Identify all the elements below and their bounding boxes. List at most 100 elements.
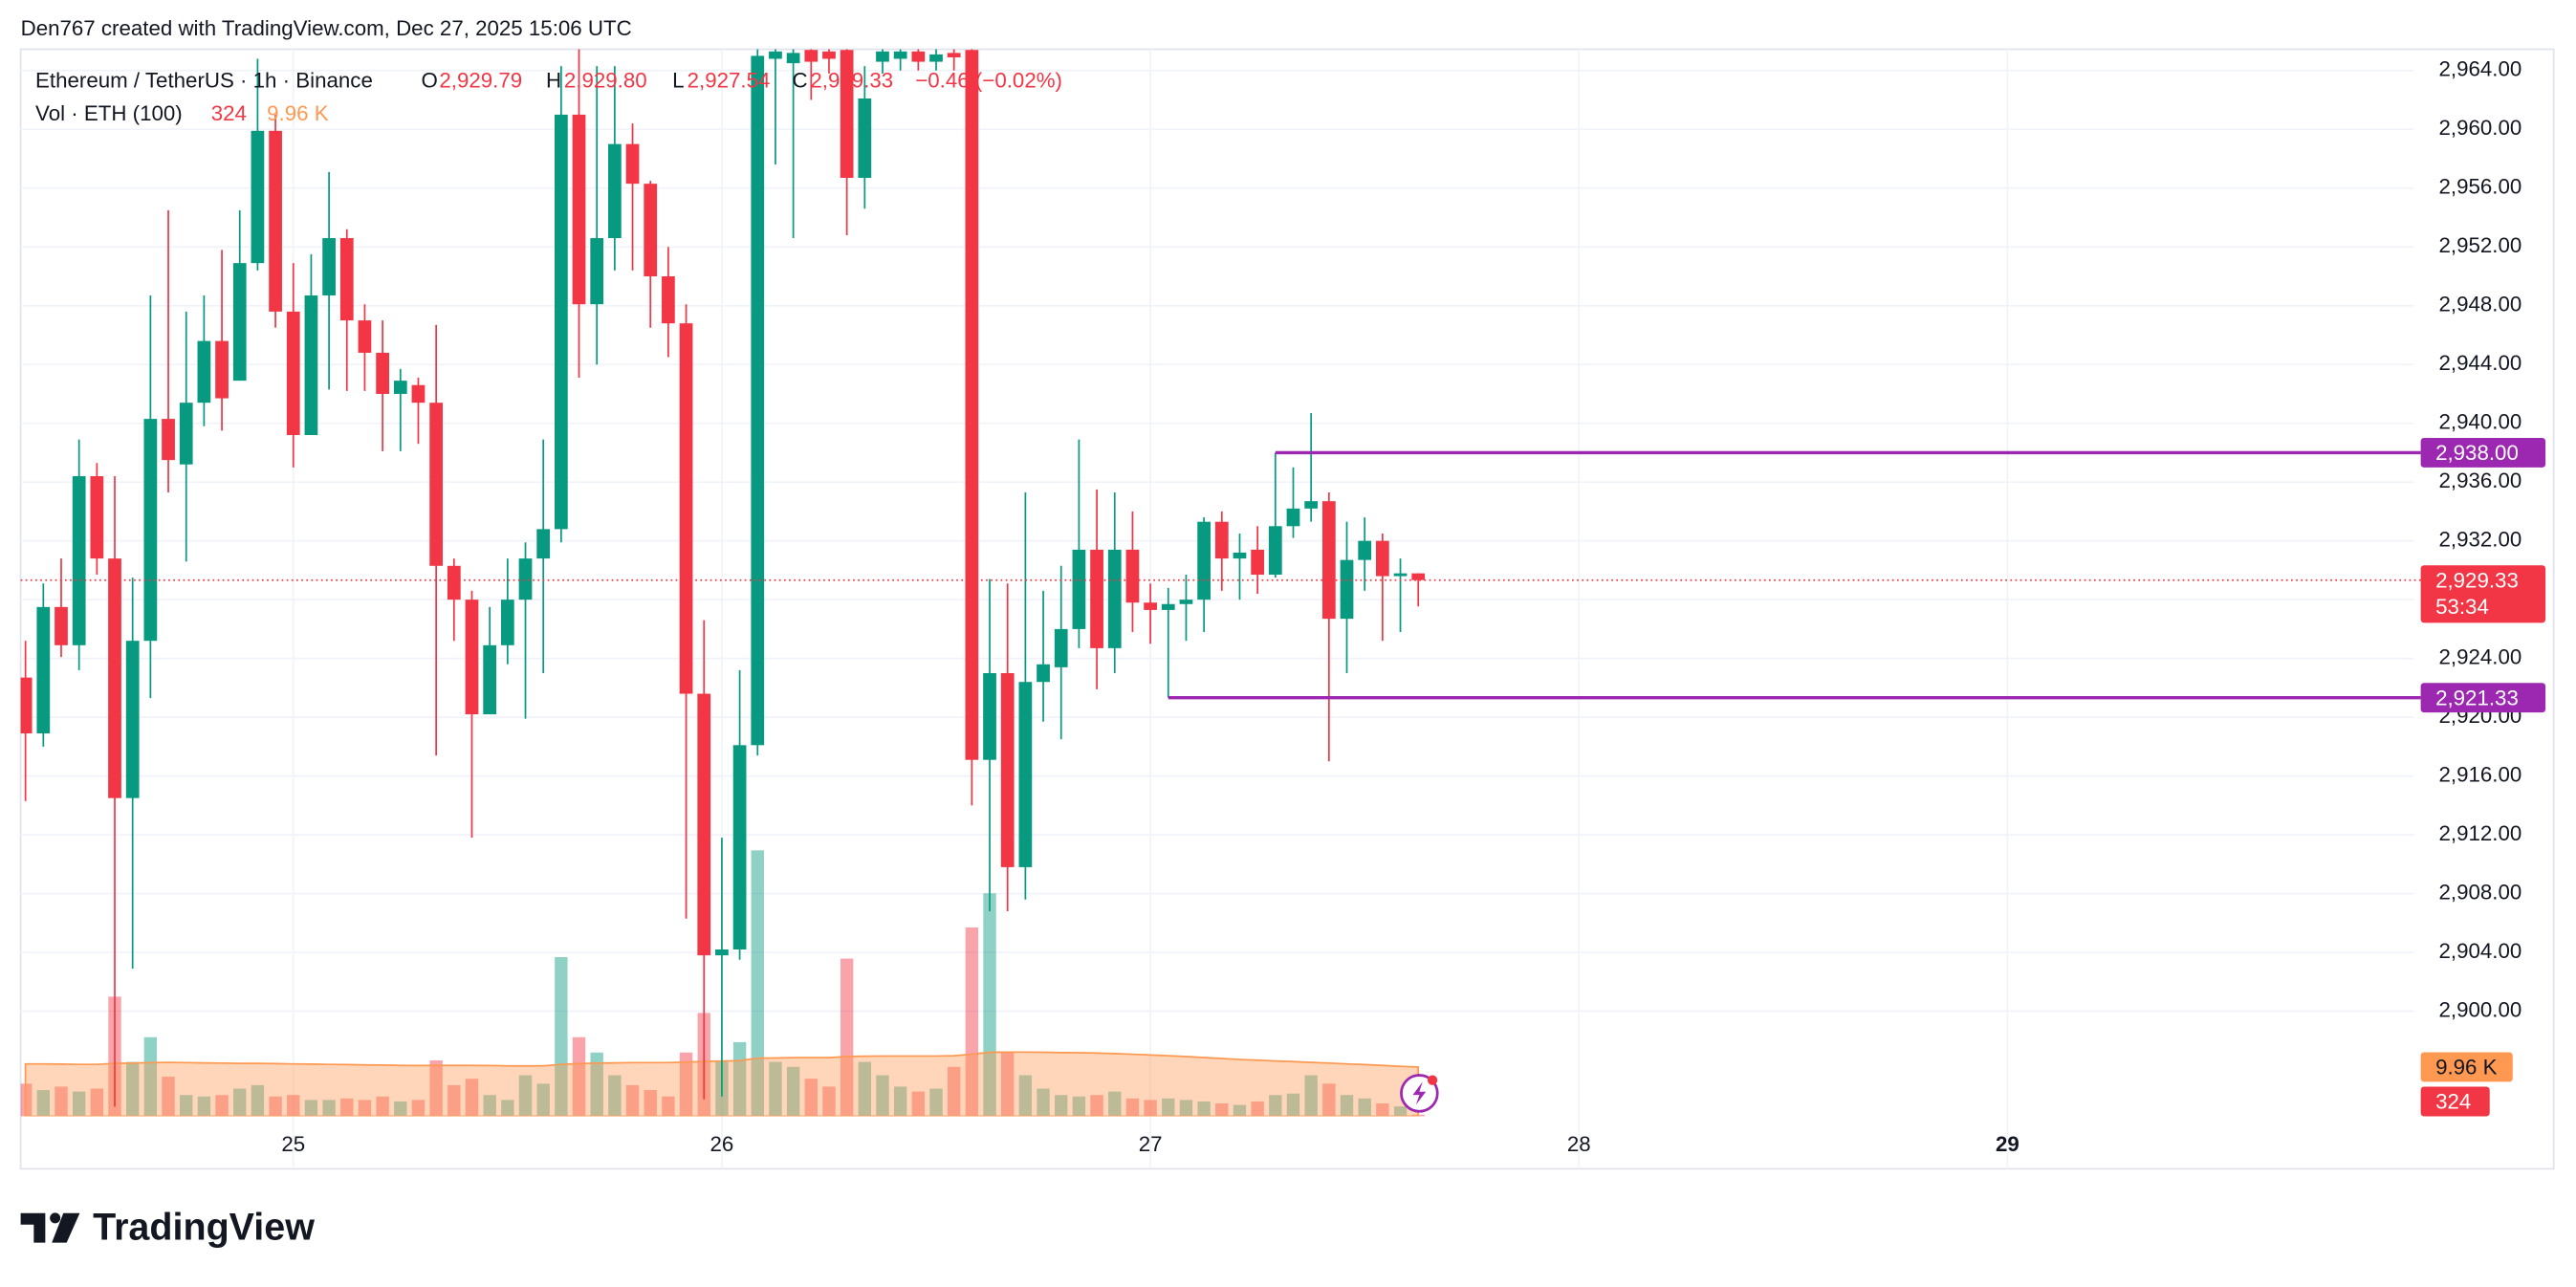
candle-body <box>786 53 800 64</box>
candle-body <box>893 51 907 59</box>
candle-body <box>732 745 747 949</box>
candle-body <box>1072 549 1086 629</box>
replay-icon[interactable] <box>1400 1074 1439 1113</box>
candle-body <box>1018 682 1033 867</box>
open-value: 2,929.79 <box>439 69 522 93</box>
volume-bar <box>929 1088 943 1117</box>
volume-bar <box>269 1096 282 1117</box>
symbol: Ethereum / TetherUS · 1h · Binance <box>35 69 373 93</box>
candle-body <box>90 476 104 559</box>
candle-body <box>125 641 140 798</box>
low-key: L <box>672 69 684 93</box>
candle-body <box>1393 573 1408 577</box>
volume-bar <box>1108 1091 1122 1117</box>
y-tick-label: 2,936.00 <box>2439 469 2522 492</box>
candle-body <box>36 606 51 734</box>
candle-body <box>108 558 121 798</box>
candle-body <box>1358 540 1372 560</box>
candle-body <box>1286 508 1300 527</box>
open-key: O <box>422 69 438 93</box>
candle-body <box>536 529 551 559</box>
volume-bar <box>536 1083 550 1117</box>
last-price-label: 2,929.33 <box>2435 568 2519 592</box>
volume-bar <box>1144 1100 1157 1117</box>
volume-bar <box>662 1096 675 1117</box>
volume-bar <box>197 1096 211 1117</box>
candle-body <box>983 673 996 760</box>
candle-body <box>215 340 229 399</box>
candle-body <box>947 53 961 57</box>
volume-bar <box>143 1036 158 1117</box>
high-value: 2,929.80 <box>564 69 647 93</box>
volume-bar <box>1037 1088 1050 1117</box>
y-tick-label: 2,948.00 <box>2439 293 2522 316</box>
x-tick-label: 27 <box>1139 1132 1163 1156</box>
volume-label: 324 <box>2435 1090 2471 1114</box>
y-tick-label: 2,916.00 <box>2439 762 2522 786</box>
volume-bar <box>1304 1075 1318 1117</box>
volume-title: Vol · ETH (100) <box>35 101 183 125</box>
candle-body <box>358 320 372 353</box>
candle-body <box>304 294 318 435</box>
x-tick-label: 28 <box>1567 1132 1591 1156</box>
volume-bar <box>769 1061 782 1117</box>
y-tick-label: 2,932.00 <box>2439 528 2522 552</box>
candle-body <box>1197 521 1211 600</box>
candle-body <box>1144 602 1157 610</box>
volume-bar <box>304 1100 318 1117</box>
volume-bar <box>1018 1075 1033 1117</box>
y-tick-label: 2,952.00 <box>2439 233 2522 257</box>
volume-bar <box>465 1079 479 1117</box>
candle-body <box>929 54 943 62</box>
candle-body <box>322 238 336 295</box>
x-tick-label: 29 <box>1996 1132 2019 1156</box>
chart-frame <box>19 48 2555 1170</box>
candle-body <box>286 311 300 435</box>
volume-bar <box>555 956 568 1117</box>
candle-body <box>858 98 872 179</box>
volume-bar <box>215 1095 229 1117</box>
candle-body <box>608 143 622 239</box>
volume-bar <box>1090 1095 1103 1117</box>
y-tick-label: 2,908.00 <box>2439 880 2522 904</box>
close-value: 2,929.33 <box>810 69 893 93</box>
candle-body <box>644 184 658 276</box>
icon-dot <box>1427 1075 1438 1085</box>
volume-bar <box>1072 1096 1086 1117</box>
candle-body <box>1161 603 1175 610</box>
candle-body <box>822 51 836 59</box>
volume-bar <box>501 1100 514 1117</box>
volume-bar <box>394 1101 407 1117</box>
volume-bar <box>322 1100 336 1117</box>
volume-bar <box>625 1084 640 1117</box>
candle-body <box>143 419 158 642</box>
legend: Ethereum / TetherUS · 1h · Binance O 2,9… <box>35 69 1062 125</box>
candle-body <box>393 381 407 394</box>
candle-body <box>72 476 86 645</box>
logo-slash <box>52 1212 80 1243</box>
candle-body <box>1179 600 1193 604</box>
candle-body <box>447 565 461 600</box>
volume-ma-value: 9.96 K <box>267 101 329 125</box>
price-badge-label: 2,921.33 <box>2435 686 2519 709</box>
candle-body <box>465 600 479 715</box>
candle-body <box>1268 526 1282 576</box>
candle-body <box>197 340 211 404</box>
volume-bar <box>608 1075 622 1117</box>
candle-body <box>1107 549 1122 648</box>
volume-bar <box>1197 1101 1211 1117</box>
grid <box>20 49 2414 1169</box>
x-tick-label: 26 <box>710 1132 734 1156</box>
candle-body <box>572 114 586 305</box>
candle-body <box>1411 573 1426 580</box>
volume-value: 324 <box>211 101 247 125</box>
candle-body <box>697 693 711 956</box>
y-tick-label: 2,940.00 <box>2439 410 2522 434</box>
volume-bar <box>162 1077 175 1117</box>
y-tick-label: 2,904.00 <box>2439 939 2522 963</box>
volume-bar <box>965 927 979 1117</box>
candle-body <box>411 384 426 404</box>
y-tick-label: 2,912.00 <box>2439 821 2522 845</box>
volume-bar <box>1322 1083 1336 1117</box>
